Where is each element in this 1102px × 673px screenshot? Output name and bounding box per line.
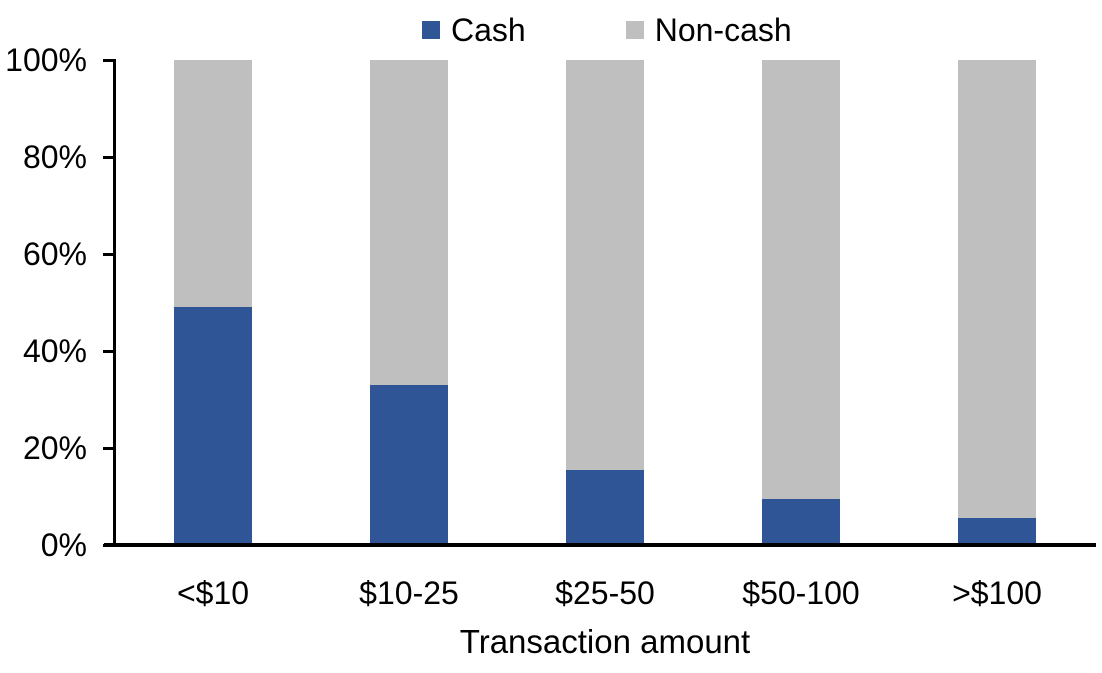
- legend-label-noncash: Non-cash: [654, 12, 792, 48]
- y-tick-label: 0%: [40, 527, 87, 563]
- y-tick-mark: [103, 59, 115, 62]
- bar-segment-noncash: [370, 60, 448, 385]
- legend-swatch-noncash: [625, 21, 644, 39]
- x-tick-label: <$10: [176, 575, 250, 611]
- y-axis-line: [113, 59, 116, 547]
- legend: Cash Non-cash: [422, 12, 792, 48]
- x-axis-title: Transaction amount: [459, 623, 751, 660]
- y-tick-label: 100%: [5, 42, 87, 78]
- x-axis-line: [104, 543, 1096, 547]
- bar-segment-cash: [566, 469, 644, 545]
- bar-segment-cash: [174, 307, 252, 545]
- y-tick-label: 60%: [22, 236, 87, 272]
- y-tick-mark: [103, 447, 115, 450]
- plot-area: [115, 60, 1095, 545]
- x-tick-label: $10-25: [359, 575, 459, 611]
- bar-$50-100: [762, 60, 840, 545]
- bar-segment-cash: [762, 498, 840, 545]
- bar-segment-noncash: [566, 60, 644, 470]
- legend-item-cash: Cash: [422, 12, 526, 48]
- bar->$100: [958, 60, 1036, 545]
- y-tick-mark: [103, 350, 115, 353]
- y-tick-label: 40%: [22, 333, 87, 369]
- y-tick-label: 20%: [22, 430, 87, 466]
- y-tick-label: 80%: [22, 139, 87, 175]
- legend-swatch-cash: [422, 21, 440, 39]
- bar-<$10: [174, 60, 252, 545]
- x-tick-label: >$100: [952, 575, 1042, 611]
- y-tick-mark: [103, 156, 115, 159]
- legend-item-noncash: Non-cash: [625, 12, 792, 48]
- bar-$25-50: [566, 60, 644, 545]
- bar-segment-noncash: [762, 60, 840, 499]
- bar-segment-cash: [958, 518, 1036, 545]
- bar-$10-25: [370, 60, 448, 545]
- y-tick-mark: [103, 253, 115, 256]
- bar-segment-cash: [370, 384, 448, 545]
- bar-segment-noncash: [174, 60, 252, 308]
- legend-label-cash: Cash: [451, 12, 526, 48]
- x-tick-label: $25-50: [555, 575, 655, 611]
- x-tick-label: $50-100: [742, 575, 860, 611]
- bar-segment-noncash: [958, 60, 1036, 519]
